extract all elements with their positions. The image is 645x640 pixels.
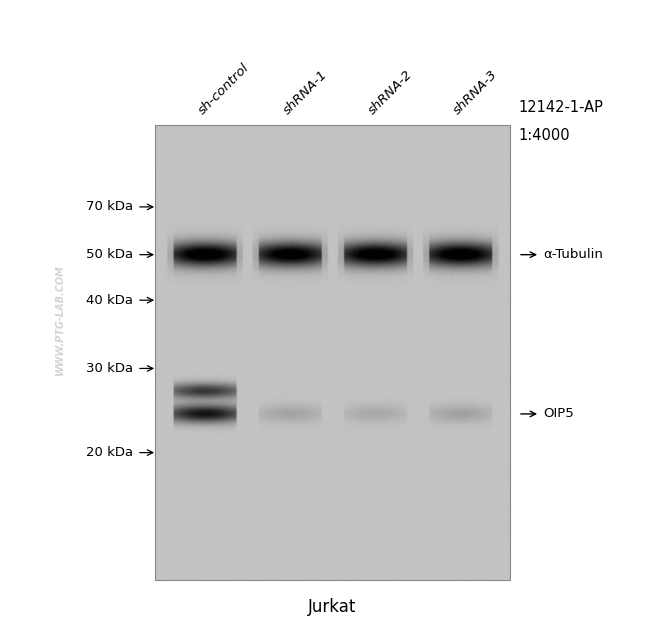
Text: 20 kDa: 20 kDa: [86, 446, 133, 459]
Bar: [155, 125, 510, 580]
Text: shRNA-3: shRNA-3: [451, 68, 501, 117]
Text: 70 kDa: 70 kDa: [86, 200, 133, 213]
Text: WWW.PTG-LAB.COM: WWW.PTG-LAB.COM: [55, 264, 65, 376]
Text: OIP5: OIP5: [543, 408, 574, 420]
Text: sh-control: sh-control: [195, 61, 252, 117]
Text: shRNA-1: shRNA-1: [281, 68, 330, 117]
Text: 12142-1-AP: 12142-1-AP: [518, 100, 603, 115]
Text: Jurkat: Jurkat: [308, 598, 357, 616]
Text: α-Tubulin: α-Tubulin: [543, 248, 603, 261]
Text: 1:4000: 1:4000: [518, 128, 570, 143]
Text: shRNA-2: shRNA-2: [366, 68, 415, 117]
Text: 40 kDa: 40 kDa: [86, 294, 133, 307]
Text: 50 kDa: 50 kDa: [86, 248, 133, 261]
Text: 30 kDa: 30 kDa: [86, 362, 133, 375]
